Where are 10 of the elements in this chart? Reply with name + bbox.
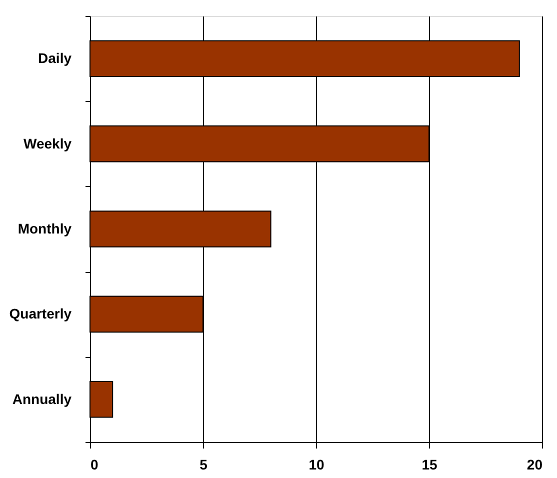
x-tick-label: 0 — [90, 456, 98, 472]
y-tick-label: Monthly — [18, 220, 72, 236]
y-tick-label: Daily — [38, 50, 72, 66]
y-tick-label: Annually — [12, 390, 72, 407]
x-tick-label: 5 — [200, 456, 208, 472]
x-tick-label: 15 — [422, 456, 438, 472]
x-tick-label: 10 — [308, 456, 324, 472]
x-tick-label: 20 — [526, 456, 543, 472]
y-tick-label: Quarterly — [9, 306, 72, 322]
y-tick-label: Weekly — [24, 135, 72, 152]
